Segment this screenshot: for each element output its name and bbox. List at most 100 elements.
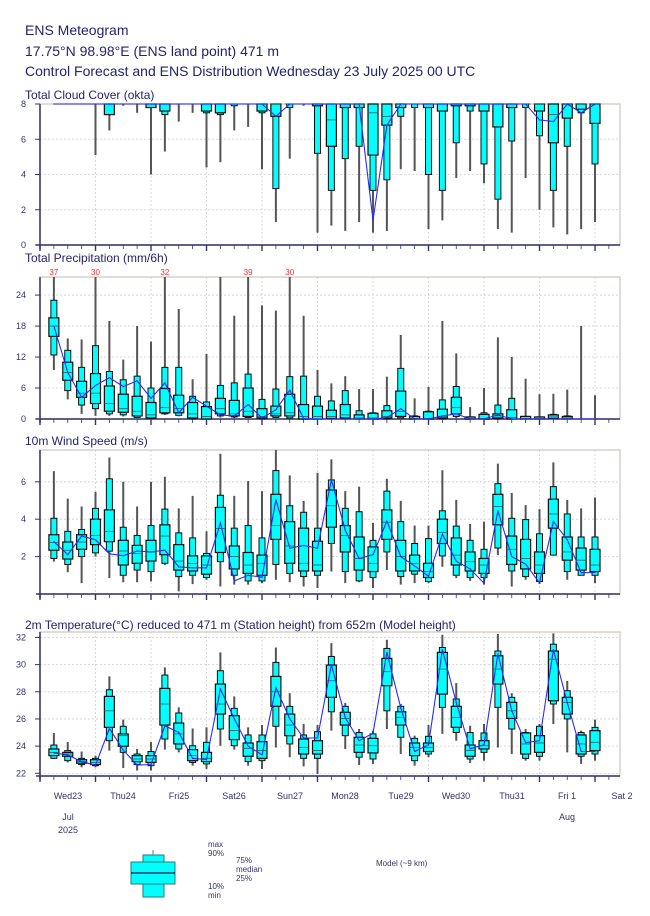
box-p25-p75 bbox=[242, 551, 254, 575]
temperature-panel: 22 24 26 28 30 32 bbox=[16, 631, 621, 782]
box-step bbox=[589, 719, 601, 761]
box-p10-p90 bbox=[272, 388, 280, 418]
box-step bbox=[450, 683, 462, 741]
model-point bbox=[136, 380, 138, 382]
box-step bbox=[214, 277, 226, 418]
box-step bbox=[575, 103, 587, 230]
model-point bbox=[400, 707, 402, 709]
model-point bbox=[67, 554, 69, 556]
box-step bbox=[228, 696, 240, 750]
model-point bbox=[552, 649, 554, 651]
model-point bbox=[594, 750, 596, 753]
box-step bbox=[62, 498, 74, 573]
box-step bbox=[187, 379, 199, 420]
box-step bbox=[464, 103, 476, 171]
box-step bbox=[103, 103, 115, 131]
box-step bbox=[478, 103, 490, 184]
model-point bbox=[192, 396, 194, 398]
box-p25-p75 bbox=[589, 730, 601, 752]
model-point bbox=[344, 103, 346, 105]
model-point bbox=[150, 103, 152, 105]
model-point bbox=[53, 325, 55, 327]
model-point bbox=[414, 565, 416, 567]
box-step bbox=[409, 103, 420, 171]
box-step bbox=[103, 457, 115, 579]
model-point bbox=[261, 417, 263, 419]
model-point bbox=[372, 219, 374, 221]
model-point bbox=[247, 574, 249, 576]
box-step bbox=[353, 728, 365, 765]
box-step bbox=[520, 378, 532, 420]
model-point bbox=[469, 748, 471, 750]
box-p25-p75 bbox=[311, 540, 324, 572]
box-step bbox=[547, 393, 559, 420]
model-point bbox=[400, 103, 402, 105]
model-point bbox=[81, 535, 83, 537]
day-label: Wed23 bbox=[54, 791, 82, 801]
box-step bbox=[492, 337, 504, 420]
box-p25-p75 bbox=[561, 536, 573, 561]
y-tick-label: 6 bbox=[21, 134, 26, 144]
model-point bbox=[67, 103, 69, 105]
box-p25-p75 bbox=[187, 401, 199, 419]
model-point bbox=[136, 103, 138, 105]
box-step bbox=[325, 643, 337, 731]
box-p25-p75 bbox=[159, 387, 171, 414]
box-step bbox=[325, 459, 337, 572]
model-point bbox=[81, 396, 83, 398]
box-p25-p75 bbox=[325, 409, 337, 420]
box-step bbox=[48, 732, 60, 760]
box-step bbox=[353, 486, 365, 583]
legend: max 90% 75% median 25% 10% min Model (~9… bbox=[130, 840, 428, 900]
model-point bbox=[538, 119, 541, 121]
box-step bbox=[62, 338, 74, 400]
box-step bbox=[381, 478, 393, 571]
box-p25-p75 bbox=[284, 521, 296, 564]
model-point bbox=[205, 405, 208, 407]
y-tick-label: 2 bbox=[21, 205, 26, 215]
day-label: Tue29 bbox=[388, 791, 413, 801]
box-step bbox=[589, 497, 601, 584]
box-p25-p75 bbox=[173, 544, 185, 571]
box-step bbox=[117, 719, 129, 768]
model-point bbox=[386, 124, 388, 126]
box-step bbox=[506, 493, 518, 587]
box-step bbox=[436, 103, 448, 221]
model-point bbox=[358, 103, 360, 105]
box-p25-p75 bbox=[187, 749, 199, 762]
box-step bbox=[561, 103, 573, 235]
legend-model: Model (~9 km) bbox=[376, 859, 428, 868]
model-point bbox=[483, 744, 485, 746]
box-step bbox=[48, 471, 60, 562]
box-step bbox=[492, 463, 504, 556]
model-point bbox=[497, 103, 499, 105]
box-step bbox=[145, 742, 157, 771]
model-point bbox=[67, 371, 69, 374]
model-point bbox=[219, 103, 221, 105]
model-line bbox=[53, 649, 595, 766]
box-p10-p90 bbox=[425, 538, 432, 582]
model-point bbox=[400, 555, 402, 558]
box-p25-p75 bbox=[159, 524, 171, 556]
day-label: Sat26 bbox=[222, 791, 246, 801]
model-point bbox=[538, 582, 541, 584]
box-step bbox=[311, 103, 324, 233]
model-point bbox=[67, 754, 69, 756]
model-point bbox=[455, 103, 457, 105]
box-step bbox=[339, 491, 351, 584]
box-step bbox=[159, 277, 171, 415]
model-point bbox=[511, 103, 513, 105]
model-point bbox=[289, 718, 291, 720]
y-tick-label: 12 bbox=[16, 352, 26, 362]
model-point bbox=[136, 550, 138, 552]
model-point bbox=[441, 415, 443, 417]
box-step bbox=[561, 680, 573, 753]
box-step bbox=[256, 491, 268, 584]
box-p25-p75 bbox=[436, 408, 448, 419]
box-step bbox=[173, 508, 185, 592]
model-point bbox=[192, 757, 194, 759]
box-p25-p75 bbox=[298, 527, 310, 572]
box-step bbox=[270, 450, 282, 580]
year-label: 2025 bbox=[58, 825, 78, 835]
box-p10-p90 bbox=[425, 103, 432, 175]
